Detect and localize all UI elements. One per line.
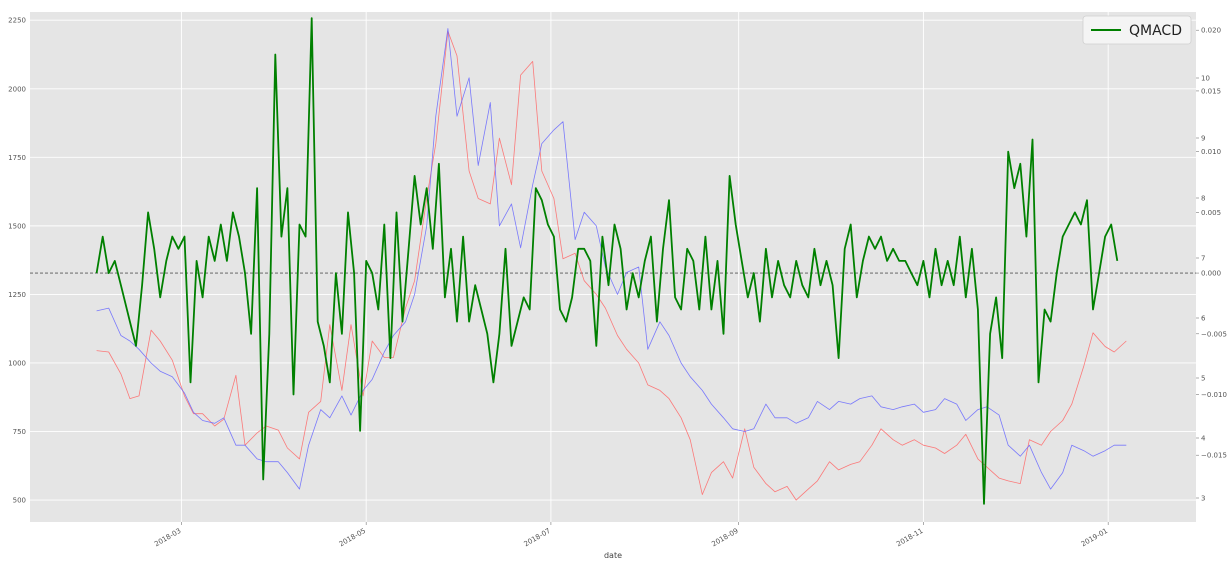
right-outer-tick-label: 7: [1201, 255, 1205, 263]
right-outer-tick-label: 6: [1201, 315, 1206, 323]
right-inner-axis-ticks: 0.020 0.015 0.010 0.005 0.000 −0.005 −0.010 −0.…: [1196, 27, 1227, 460]
right-inner-tick-label: 0.005: [1201, 209, 1221, 217]
left-tick-label: 1250: [8, 291, 26, 299]
right-inner-tick-label: −0.005: [1201, 330, 1227, 338]
left-tick-label: 1500: [8, 222, 26, 230]
series-line-1: [96, 30, 1127, 501]
right-inner-tick-label: 0.010: [1201, 148, 1221, 156]
series-line-qmacd: [95, 17, 1119, 505]
right-outer-tick-label: 5: [1201, 375, 1205, 383]
plot-area: [30, 12, 1196, 522]
right-inner-tick-label: 0.000: [1201, 270, 1221, 278]
legend-box: [1082, 15, 1192, 45]
legend-label-qmacd: QMACD: [1129, 23, 1182, 39]
right-outer-tick-label: 8: [1201, 195, 1205, 203]
watermark: https://blog.csdn.net/qq_28700401: [939, 543, 1220, 563]
series-lines: [95, 17, 1127, 505]
series-line-2: [96, 28, 1127, 490]
right-inner-tick-label: −0.010: [1201, 391, 1227, 399]
grid-lines: [30, 12, 1196, 522]
left-tick-label: 1750: [8, 154, 26, 162]
right-outer-axis-ticks: 3 4 5 6 7 8 9 10: [1196, 75, 1210, 503]
right-inner-tick-label: 0.020: [1201, 27, 1221, 35]
right-outer-tick-label: 3: [1201, 495, 1205, 503]
left-tick-label: 1000: [8, 359, 26, 367]
left-tick-label: 2250: [8, 17, 26, 25]
left-tick-label: 750: [13, 428, 26, 436]
legend: QMACD: [1082, 15, 1192, 45]
left-tick-label: 2000: [8, 85, 26, 93]
right-inner-tick-label: 0.015: [1201, 87, 1221, 95]
x-axis-label: date: [604, 551, 622, 560]
right-outer-tick-label: 10: [1201, 75, 1210, 83]
left-tick-label: 500: [13, 497, 26, 505]
left-axis-ticks: 500 750 1000 1250 1500 1750 2000 2250: [8, 17, 26, 505]
right-inner-tick-label: −0.015: [1201, 452, 1227, 460]
right-outer-tick-label: 4: [1201, 435, 1206, 443]
right-outer-tick-label: 9: [1201, 135, 1205, 143]
